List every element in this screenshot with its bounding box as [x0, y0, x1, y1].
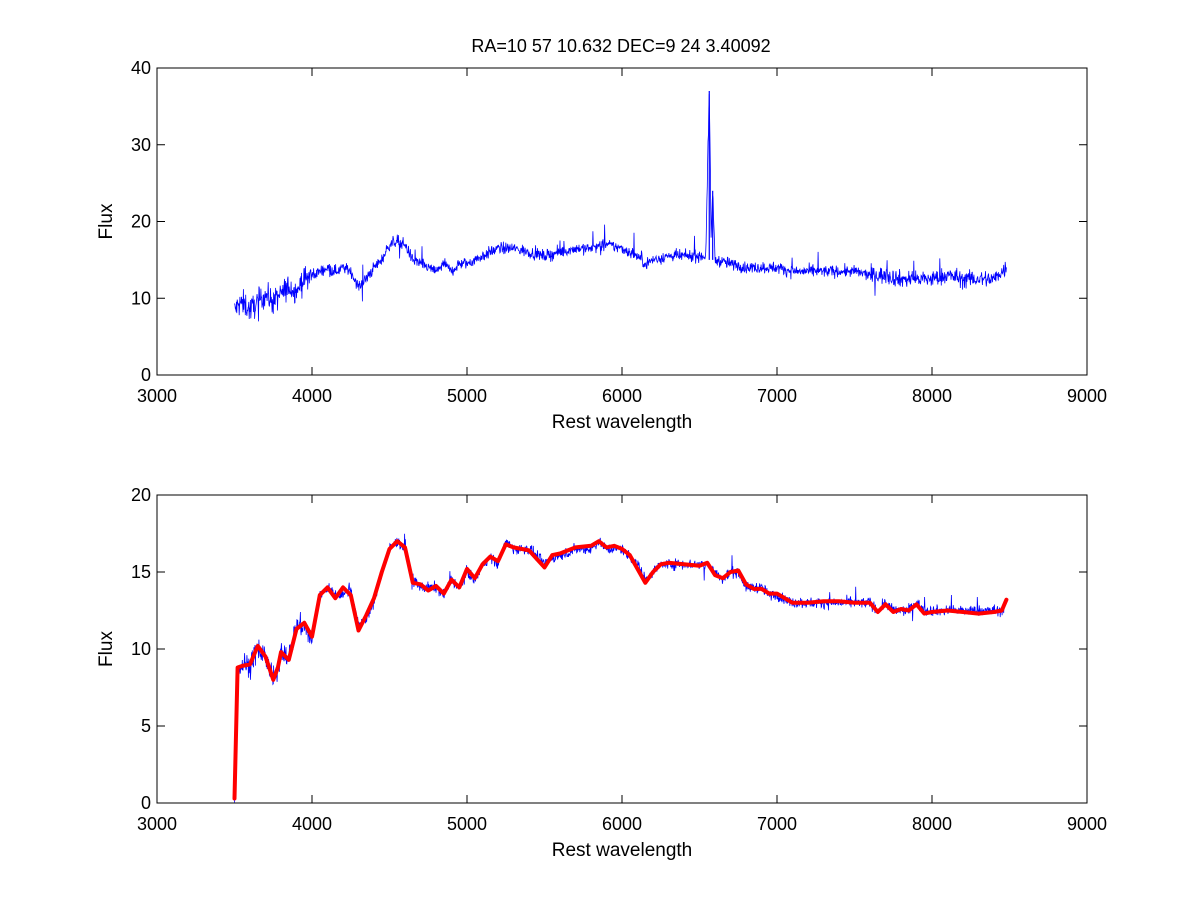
top-y-tick-label: 30: [131, 135, 151, 155]
top-axis-ticks: 3000 4000 5000 6000 7000 8000 9000 0 10 20 30 40: [131, 58, 1107, 406]
bottom-x-tick-label: 4000: [292, 814, 332, 834]
bottom-y-tick-label: 10: [131, 639, 151, 659]
top-x-tick-label: 5000: [447, 386, 487, 406]
bottom-series-1-fit-line: [232, 539, 1009, 801]
top-y-tick-label: 0: [141, 365, 151, 385]
bottom-x-tick-label: 5000: [447, 814, 487, 834]
top-y-tick-label: 10: [131, 288, 151, 308]
bottom-x-tick-label: 6000: [602, 814, 642, 834]
top-y-axis-label: Flux: [96, 203, 117, 239]
bottom-y-axis-label: Flux: [96, 631, 117, 667]
bottom-plot-area: [232, 533, 1009, 803]
bottom-axis-ticks: 3000 4000 5000 6000 7000 8000 9000 0 5 10 15 20: [131, 485, 1107, 834]
top-plot-area: [234, 91, 1007, 322]
bottom-x-axis-label: Rest wavelength: [552, 840, 692, 861]
bottom-x-tick-label: 9000: [1067, 814, 1107, 834]
top-series-0-spectrum-line: [234, 94, 1007, 322]
top-x-axis-label: Rest wavelength: [552, 412, 692, 433]
top-x-tick-label: 6000: [602, 386, 642, 406]
top-y-tick-label: 20: [131, 212, 151, 232]
bottom-panel: 3000 4000 5000 6000 7000 8000 9000 0 5 10 15 20 Res…: [96, 485, 1107, 861]
bottom-x-tick-label: 8000: [912, 814, 952, 834]
top-y-tick-label: 40: [131, 58, 151, 78]
top-x-tick-label: 3000: [137, 386, 177, 406]
bottom-y-tick-label: 5: [141, 716, 151, 736]
figure-title: RA=10 57 10.632 DEC=9 24 3.40092: [471, 36, 770, 56]
top-panel: 3000 4000 5000 6000 7000 8000 9000 0 10 20 30 40 Re…: [96, 58, 1107, 433]
top-x-tick-label: 7000: [757, 386, 797, 406]
bottom-y-tick-label: 20: [131, 485, 151, 505]
bottom-x-tick-label: 3000: [137, 814, 177, 834]
bottom-x-tick-label: 7000: [757, 814, 797, 834]
bottom-y-tick-label: 0: [141, 793, 151, 813]
top-x-tick-label: 9000: [1067, 386, 1107, 406]
top-x-tick-label: 8000: [912, 386, 952, 406]
bottom-y-tick-label: 15: [131, 562, 151, 582]
top-x-tick-label: 4000: [292, 386, 332, 406]
